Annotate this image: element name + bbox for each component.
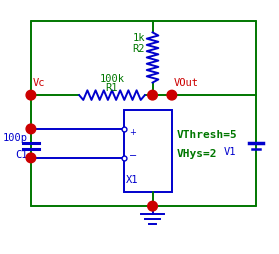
Text: +: +	[129, 128, 136, 137]
Text: VOut: VOut	[174, 78, 199, 88]
Text: X1: X1	[126, 174, 138, 184]
Circle shape	[148, 91, 157, 101]
Circle shape	[26, 91, 36, 101]
Text: −: −	[129, 150, 138, 160]
Circle shape	[26, 153, 36, 163]
Text: C1: C1	[16, 149, 28, 159]
Text: VThresh=5: VThresh=5	[177, 129, 237, 139]
Circle shape	[167, 91, 177, 101]
Text: 100k: 100k	[100, 73, 124, 83]
Text: Vc: Vc	[33, 78, 45, 88]
Circle shape	[148, 201, 157, 211]
Bar	[124, 110, 172, 192]
Text: 1k: 1k	[132, 33, 145, 43]
Text: R2: R2	[132, 44, 145, 54]
Circle shape	[26, 125, 36, 134]
Text: V1: V1	[224, 147, 237, 156]
Text: R1: R1	[106, 83, 118, 93]
Text: VHys=2: VHys=2	[177, 148, 217, 158]
Text: 100p: 100p	[3, 132, 28, 142]
